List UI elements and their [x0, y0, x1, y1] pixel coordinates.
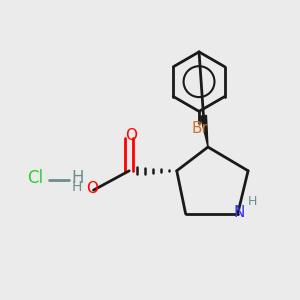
Text: O: O [126, 128, 138, 142]
Text: Br: Br [191, 121, 208, 136]
Text: Cl: Cl [28, 169, 43, 187]
Text: H: H [71, 169, 83, 187]
Polygon shape [201, 116, 208, 147]
Text: H: H [72, 180, 83, 194]
Text: H: H [247, 195, 256, 208]
Text: O: O [86, 181, 98, 196]
Text: N: N [233, 205, 245, 220]
